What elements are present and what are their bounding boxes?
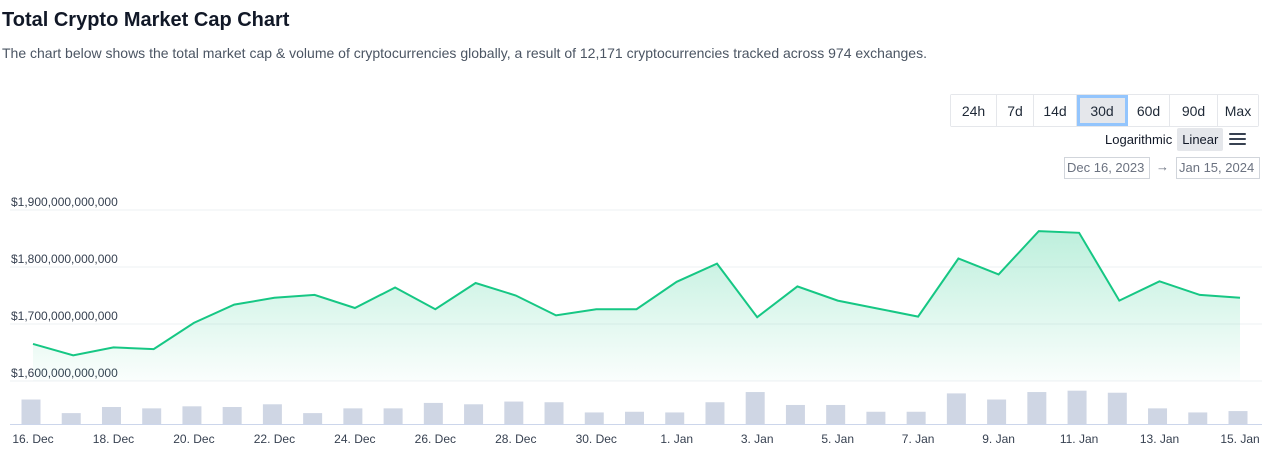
y-tick-label: $1,800,000,000,000 [11, 252, 118, 266]
volume-bar [1148, 408, 1168, 424]
x-tick-label: 28. Dec [495, 432, 536, 446]
linear-scale-option[interactable]: Linear [1177, 128, 1224, 151]
volume-bar [101, 407, 121, 424]
volume-bar [1107, 392, 1127, 424]
x-axis-ticks: 16. Dec 18. Dec 20. Dec 22. Dec 24. Dec 26. D… [12, 432, 1259, 446]
time-range-selector: 24h 7d 14d 30d 60d 90d Max [950, 94, 1259, 127]
volume-bar [423, 402, 443, 424]
range-24h-button[interactable]: 24h [951, 95, 997, 126]
volume-bar [303, 413, 323, 424]
scale-toggle: Logarithmic Linear [1100, 127, 1247, 152]
volume-bar [906, 411, 926, 424]
x-tick-label: 5. Jan [821, 432, 854, 446]
volume-bar [262, 404, 282, 424]
page-description: The chart below shows the total market c… [2, 45, 927, 61]
range-90d-button[interactable]: 90d [1170, 95, 1218, 126]
volume-bar [745, 392, 765, 424]
x-tick-label: 1. Jan [660, 432, 693, 446]
volume-bar [343, 408, 363, 424]
x-tick-label: 16. Dec [12, 432, 53, 446]
y-tick-label: $1,700,000,000,000 [11, 309, 118, 323]
volume-bar [866, 411, 886, 424]
page-title: Total Crypto Market Cap Chart [2, 9, 290, 31]
volume-bar [946, 393, 966, 424]
x-tick-label: 3. Jan [741, 432, 774, 446]
x-tick-label: 30. Dec [576, 432, 617, 446]
volume-bar [21, 399, 41, 424]
volume-bar [1067, 390, 1087, 424]
hamburger-menu-icon[interactable] [1229, 132, 1247, 147]
volume-bar [1027, 392, 1047, 424]
x-tick-label: 20. Dec [173, 432, 214, 446]
range-7d-button[interactable]: 7d [997, 95, 1034, 126]
volume-bar [1228, 411, 1248, 424]
x-tick-label: 9. Jan [982, 432, 1015, 446]
range-60d-button[interactable]: 60d [1128, 95, 1170, 126]
x-tick-label: 26. Dec [415, 432, 456, 446]
x-tick-label: 11. Jan [1060, 432, 1098, 446]
x-tick-label: 15. Jan [1220, 432, 1259, 446]
volume-bar [987, 399, 1007, 424]
volume-bars [21, 390, 1248, 424]
x-tick-label: 22. Dec [254, 432, 295, 446]
volume-bar [504, 401, 524, 424]
volume-bar [705, 402, 725, 424]
volume-bar [1188, 412, 1208, 424]
y-tick-label: $1,900,000,000,000 [11, 195, 118, 209]
volume-bar [665, 412, 685, 424]
volume-bar [142, 408, 162, 424]
logarithmic-scale-option[interactable]: Logarithmic [1105, 132, 1173, 147]
market-cap-chart: $1,600,000,000,000$1,700,000,000,000$1,8… [10, 195, 1262, 446]
volume-bar [222, 407, 242, 424]
x-tick-label: 18. Dec [93, 432, 134, 446]
range-max-button[interactable]: Max [1218, 95, 1258, 126]
market-cap-area [33, 231, 1240, 381]
volume-bar [61, 413, 81, 424]
date-to-input[interactable]: Jan 15, 2024 [1176, 157, 1260, 179]
volume-bar [826, 404, 846, 424]
arrow-right-icon: → [1156, 159, 1169, 174]
date-from-input[interactable]: Dec 16, 2023 [1064, 157, 1150, 179]
volume-bar [182, 406, 202, 424]
volume-bar [625, 411, 644, 424]
volume-bar [383, 408, 403, 424]
x-tick-label: 7. Jan [902, 432, 935, 446]
volume-bar [544, 402, 564, 424]
range-14d-button[interactable]: 14d [1034, 95, 1077, 126]
volume-bar [584, 412, 604, 424]
x-tick-label: 24. Dec [334, 432, 375, 446]
x-tick-label: 13. Jan [1140, 432, 1179, 446]
volume-bar [464, 404, 484, 424]
volume-bar [785, 404, 805, 424]
market-cap-line [32, 230, 1241, 357]
range-30d-button[interactable]: 30d [1077, 95, 1128, 126]
